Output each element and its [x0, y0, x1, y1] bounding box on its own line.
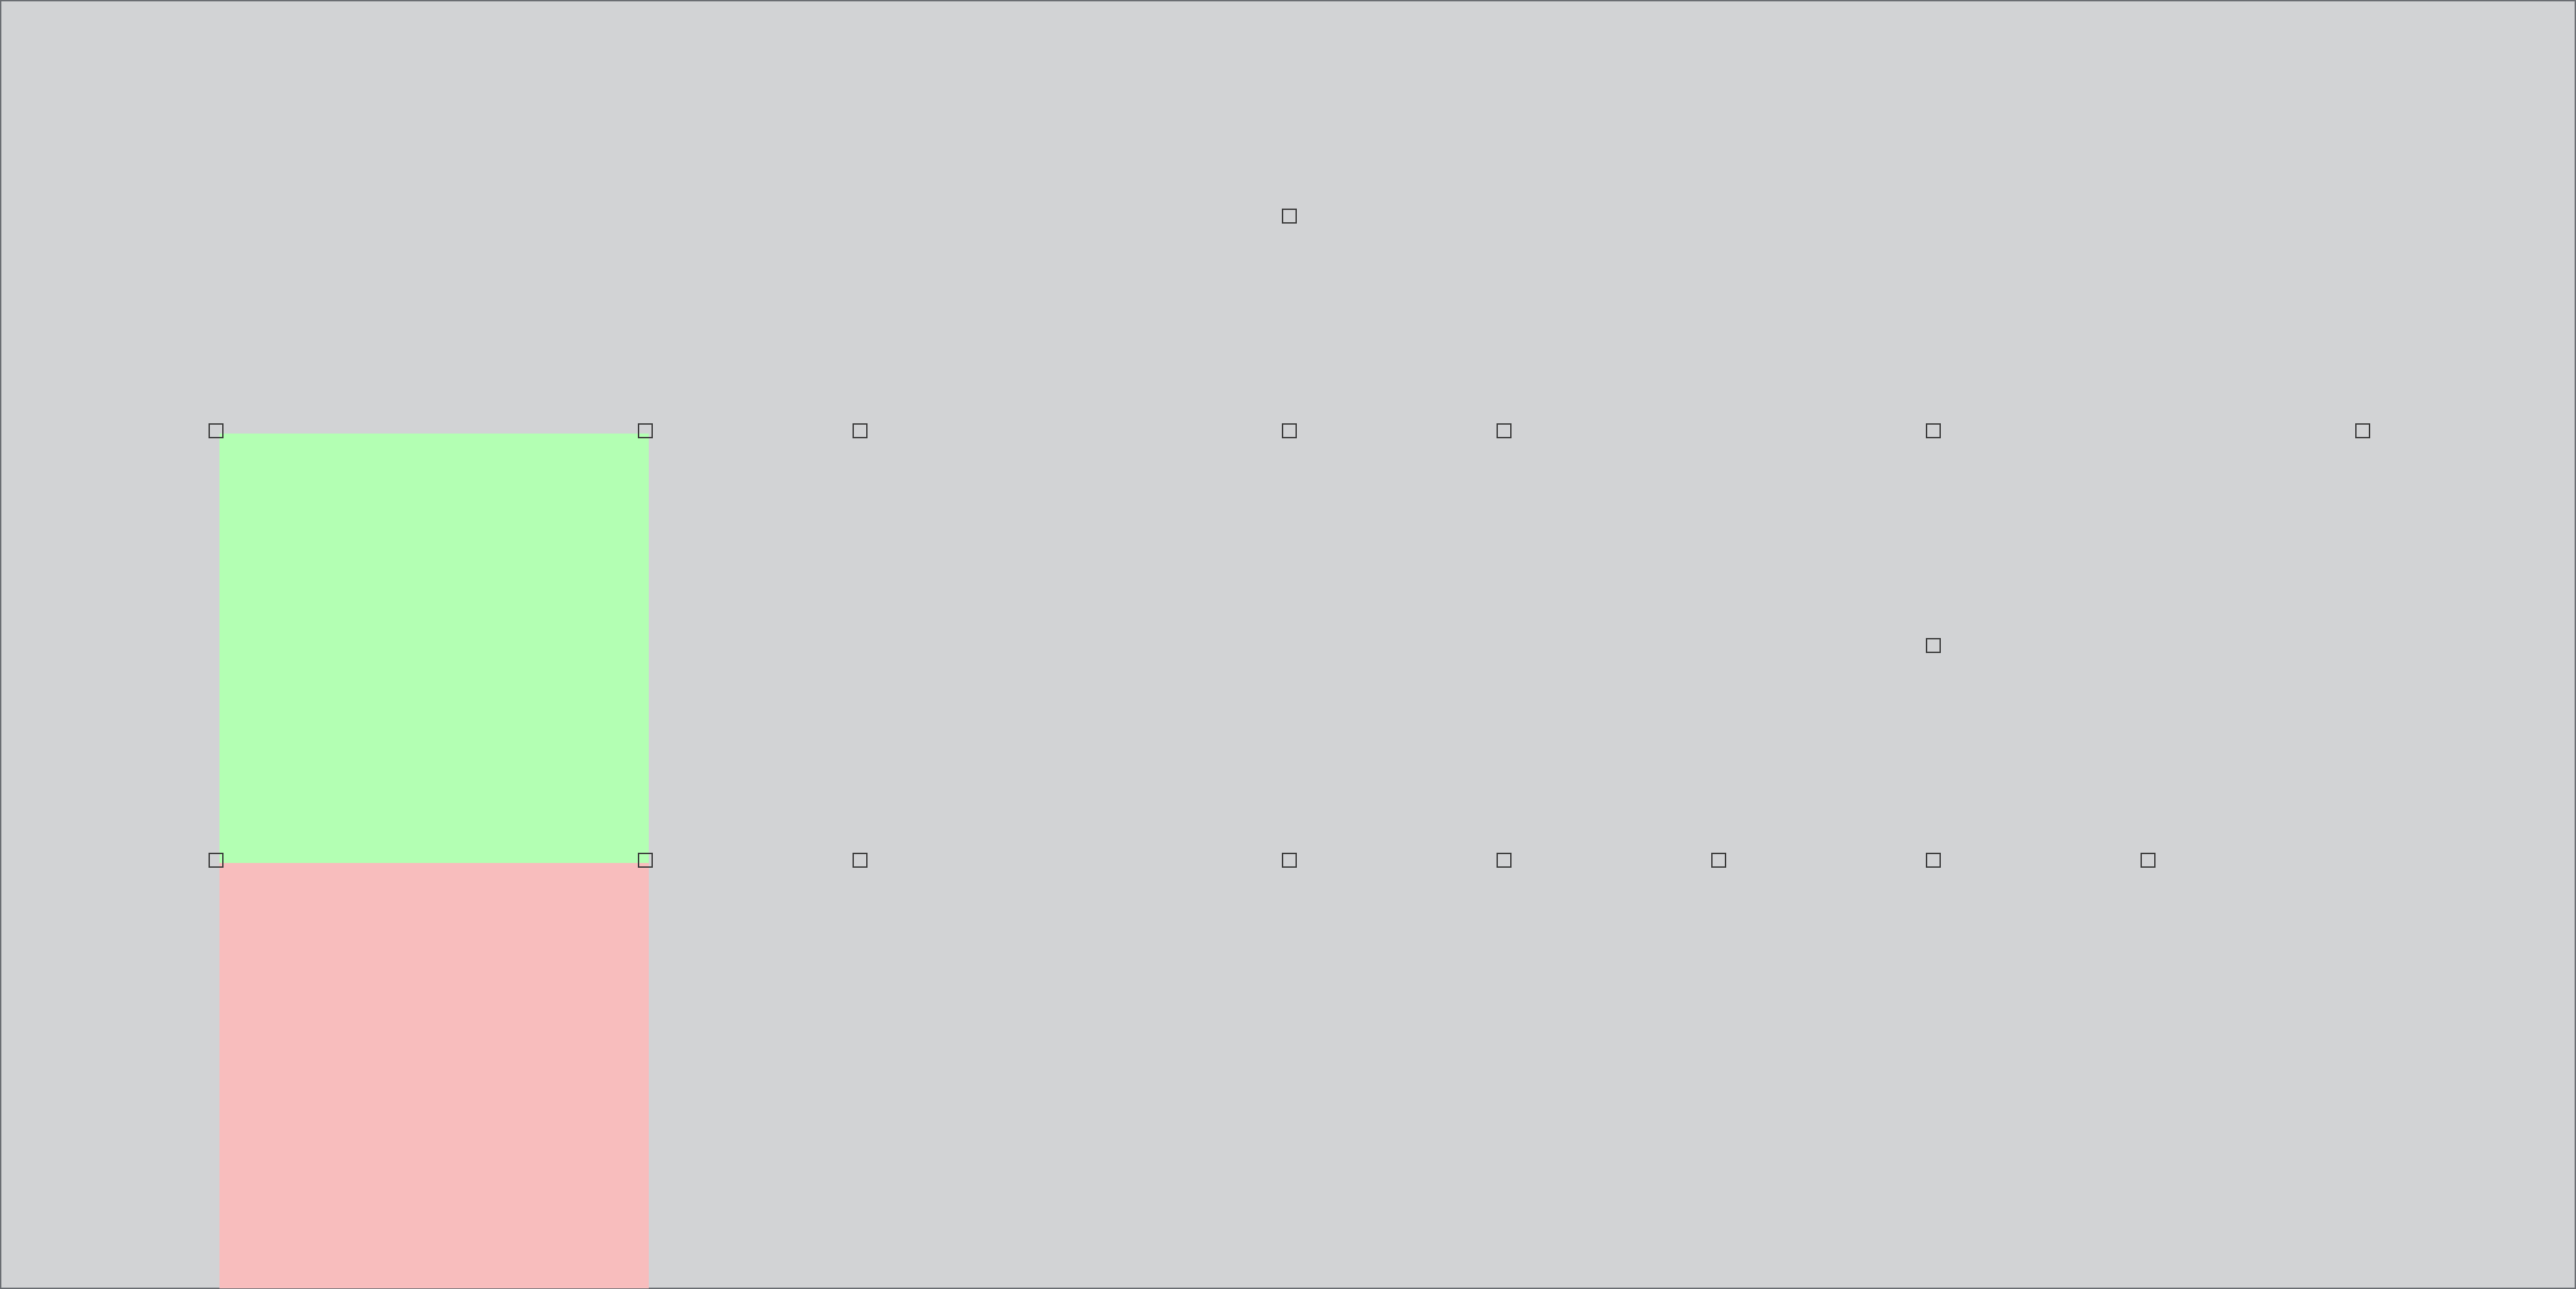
control-point-handle[interactable]	[1926, 853, 1941, 868]
control-point-handle[interactable]	[638, 423, 653, 438]
control-point-handle[interactable]	[1282, 853, 1297, 868]
green-zone	[219, 434, 649, 863]
control-point-handle[interactable]	[1926, 638, 1941, 653]
control-point-handle[interactable]	[209, 423, 224, 438]
control-point-handle[interactable]	[1711, 853, 1726, 868]
control-point-handle[interactable]	[1282, 209, 1297, 224]
control-point-handle[interactable]	[1497, 423, 1512, 438]
control-point-handle[interactable]	[853, 423, 868, 438]
control-point-handle[interactable]	[1926, 423, 1941, 438]
control-point-handle[interactable]	[1497, 853, 1512, 868]
control-point-handle[interactable]	[638, 853, 653, 868]
control-point-handle[interactable]	[1282, 423, 1297, 438]
control-point-handle[interactable]	[853, 853, 868, 868]
control-point-handle[interactable]	[2355, 423, 2370, 438]
control-point-handle[interactable]	[2141, 853, 2156, 868]
control-point-handle[interactable]	[209, 853, 224, 868]
red-zone	[219, 863, 649, 1288]
